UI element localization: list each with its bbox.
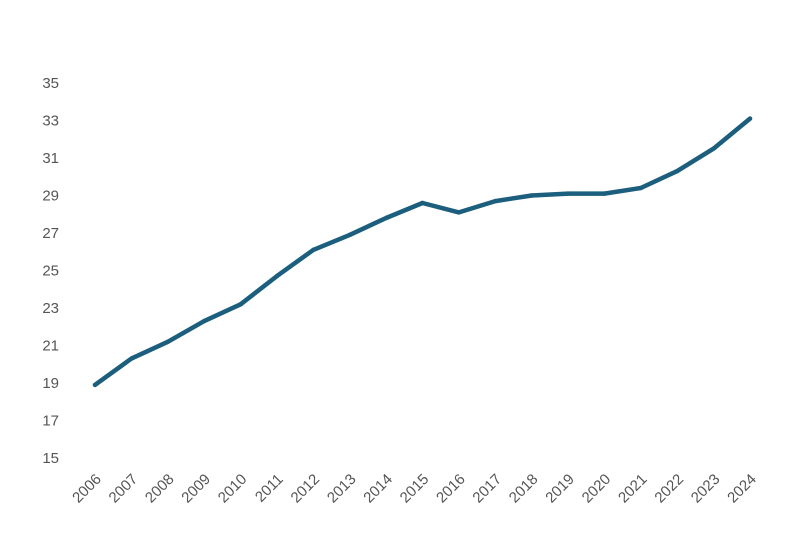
data-point <box>420 200 425 206</box>
x-tick-label: 2018 <box>506 471 542 507</box>
x-tick-label: 2007 <box>106 471 142 507</box>
x-tick-label: 2020 <box>579 471 615 507</box>
data-point <box>165 339 170 344</box>
x-tick-label: 2021 <box>615 471 651 507</box>
data-point <box>638 185 644 191</box>
y-axis: 15 17 19 21 23 25 27 29 31 33 35 <box>42 75 59 467</box>
data-point <box>383 215 389 221</box>
x-axis: 2006 2007 2008 2009 2010 2011 2012 2013 2014 2015… <box>69 471 760 507</box>
x-tick-label: 2015 <box>397 471 433 507</box>
data-point <box>747 116 753 121</box>
y-tick-label: 29 <box>42 188 59 205</box>
y-tick-label: 21 <box>42 338 59 355</box>
data-point <box>92 382 98 388</box>
x-tick-label: 2006 <box>69 471 105 507</box>
data-point <box>529 193 534 198</box>
data-point <box>675 168 680 174</box>
x-tick-label: 2017 <box>469 471 505 507</box>
y-tick-label: 35 <box>42 75 59 92</box>
x-tick-label: 2014 <box>360 471 396 507</box>
y-tick-label: 23 <box>42 300 59 317</box>
x-tick-label: 2019 <box>542 471 578 507</box>
x-tick-label: 2013 <box>324 471 360 507</box>
x-tick-label: 2023 <box>688 471 724 507</box>
series-group <box>92 116 753 388</box>
data-point <box>493 198 498 204</box>
x-tick-label: 2024 <box>724 471 760 507</box>
data-point <box>456 210 462 215</box>
x-tick-label: 2009 <box>178 471 214 507</box>
data-point <box>311 247 316 253</box>
y-tick-label: 31 <box>42 150 59 167</box>
data-point <box>602 191 607 196</box>
data-point <box>274 273 280 279</box>
y-tick-label: 27 <box>42 225 59 242</box>
x-tick-label: 2022 <box>651 471 687 507</box>
data-point <box>347 232 352 238</box>
data-point <box>565 191 571 196</box>
y-tick-label: 25 <box>42 263 59 280</box>
data-point <box>201 318 207 324</box>
y-tick-label: 19 <box>42 375 59 392</box>
y-tick-label: 15 <box>42 450 59 467</box>
data-point <box>129 356 134 361</box>
series-line <box>92 116 753 388</box>
data-point <box>238 302 243 307</box>
x-tick-label: 2010 <box>215 471 251 507</box>
x-tick-label: 2016 <box>433 471 469 507</box>
x-tick-label: 2012 <box>288 471 324 507</box>
x-tick-label: 2011 <box>252 471 287 506</box>
x-tick-label: 2008 <box>142 471 178 507</box>
y-tick-label: 33 <box>42 113 59 130</box>
y-tick-label: 17 <box>42 413 59 430</box>
data-point <box>711 146 716 151</box>
